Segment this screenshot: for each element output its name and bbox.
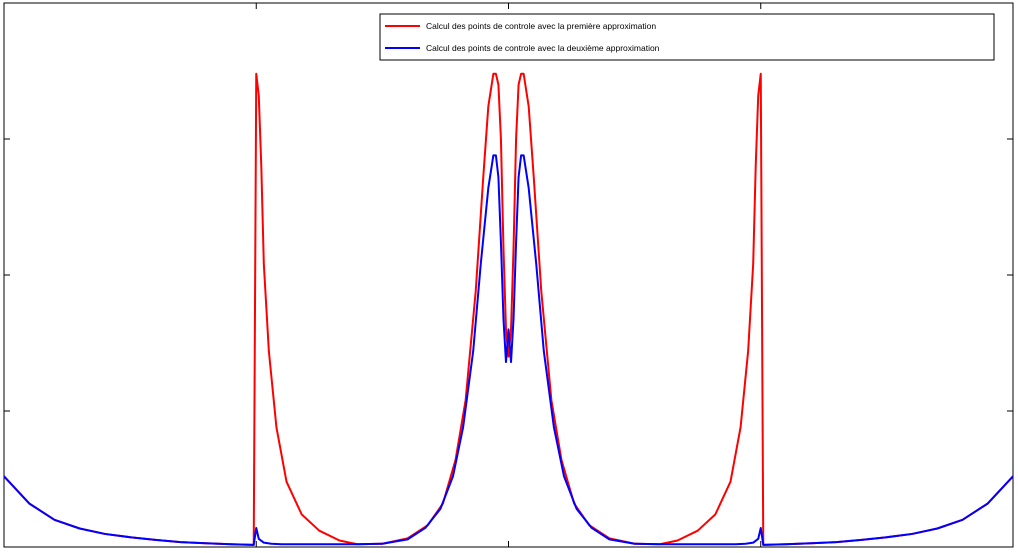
series-line-2 bbox=[3, 154, 1014, 546]
legend-label-series-2: Calcul des points de controle avec la de… bbox=[426, 43, 660, 53]
legend-box bbox=[379, 13, 995, 61]
series-layer bbox=[3, 72, 1014, 546]
axis-ticks bbox=[4, 3, 1013, 547]
legend: Calcul des points de controle avec la pr… bbox=[379, 13, 995, 61]
legend-label-series-1: Calcul des points de controle avec la pr… bbox=[426, 21, 656, 31]
series-line-1 bbox=[3, 72, 1014, 546]
plot-area bbox=[3, 2, 1014, 548]
